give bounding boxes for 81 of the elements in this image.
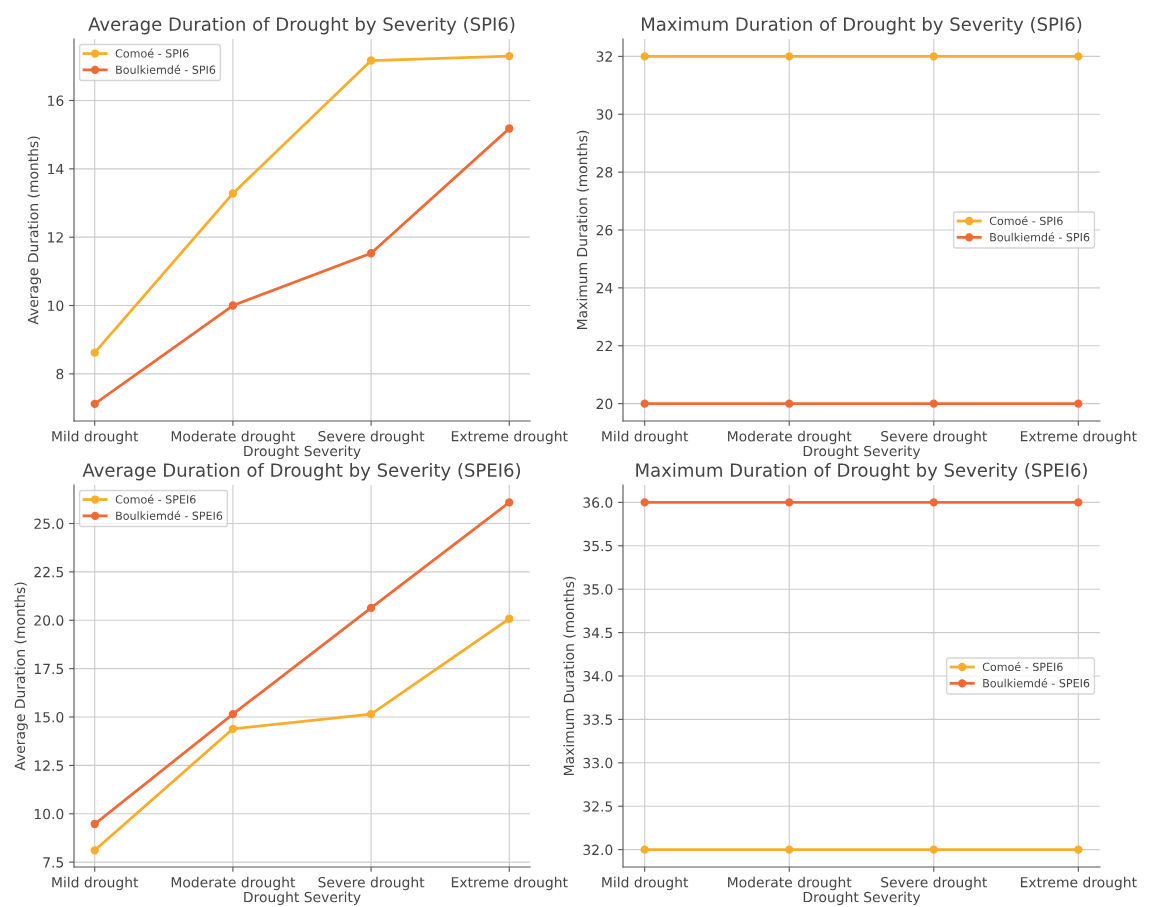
chart-title: Average Duration of Drought by Severity (SPI6) (88, 16, 515, 35)
x-tick-label: Moderate drought (728, 876, 852, 891)
legend-label: Boulkiemdé - SPI6 (116, 64, 216, 74)
y-tick-label: 34.5 (583, 627, 613, 639)
point (505, 498, 514, 507)
point (366, 709, 376, 719)
point (90, 846, 99, 855)
y-tick-label: 20 (596, 398, 613, 410)
y-tick-label: 26 (596, 224, 613, 236)
x-tick-label: Extreme drought (1020, 430, 1137, 445)
legend-label: Boulkiemdé - SPEI6 (983, 678, 1090, 688)
y-tick-label: 32 (596, 51, 612, 62)
y-tick-label: 33.5 (583, 714, 613, 725)
point (90, 348, 99, 357)
point (366, 603, 376, 613)
y-tick-label: 33.0 (583, 757, 613, 769)
point (228, 709, 238, 719)
x-tick-label: Moderate drought (171, 876, 296, 891)
x-tick-label: Severe drought (881, 876, 987, 891)
x-tick-label: Moderate drought (171, 430, 296, 445)
x-tick-label: Mild drought (52, 430, 139, 445)
y-tick-label: 36.0 (583, 497, 613, 508)
y-tick-label: 12.5 (34, 760, 64, 771)
x-tick-label: Extreme drought (1020, 876, 1137, 891)
y-tick-label: 15.0 (34, 711, 64, 723)
x-tick-label: Moderate drought (728, 430, 852, 445)
x-tick-label: Severe drought (318, 876, 425, 891)
y-axis-title: Maximum Duration (months) (563, 576, 576, 775)
y-tick-label: 35.5 (583, 540, 613, 552)
legend-label: Comoé - SPEI6 (982, 662, 1063, 672)
chart-title: Maximum Duration of Drought by Severity (SPEI6) (636, 462, 1087, 481)
x-tick-label: Mild drought (602, 876, 689, 891)
y-tick-label: 7.5 (43, 857, 64, 868)
y-tick-label: 34.0 (583, 670, 613, 682)
y-tick-label: 30 (596, 109, 613, 120)
point (505, 124, 514, 133)
point (228, 189, 238, 198)
point (228, 724, 238, 733)
y-tick-label: 20.0 (34, 615, 64, 626)
legend-label: Comoé - SPI6 (989, 216, 1063, 226)
y-tick-label: 16 (48, 95, 64, 106)
x-tick-label: Severe drought (318, 430, 425, 445)
point (366, 249, 376, 258)
y-tick-label: 10.0 (34, 808, 64, 820)
chart-title: Maximum Duration of Drought by Severity (SPI6) (641, 16, 1082, 35)
y-tick-label: 17.5 (34, 663, 64, 675)
x-axis-title: Drought Severity (244, 891, 361, 905)
y-tick-label: 10 (48, 300, 64, 311)
y-tick-label: 22 (596, 340, 612, 352)
legend-label: Boulkiemdé - SPI6 (990, 232, 1090, 242)
legend-label: Comoé - SPI6 (115, 48, 189, 58)
y-tick-label: 24 (596, 282, 613, 294)
point (505, 51, 514, 61)
y-tick-label: 8 (56, 368, 64, 380)
x-tick-label: Mild drought (602, 430, 689, 445)
y-tick-label: 35.0 (583, 584, 613, 595)
legend-label: Boulkiemdé - SPEI6 (116, 510, 223, 520)
point (366, 56, 376, 65)
y-tick-label: 14 (48, 163, 64, 175)
x-tick-label: Severe drought (881, 430, 987, 445)
point (90, 819, 99, 829)
x-tick-label: Extreme drought (451, 430, 568, 445)
y-tick-label: 22.5 (34, 566, 64, 578)
point (228, 301, 238, 310)
chart-title: Average Duration of Drought by Severity (SPEI6) (82, 462, 521, 481)
y-axis-title: Average Duration (months) (27, 136, 42, 325)
x-tick-label: Mild drought (52, 876, 139, 891)
y-tick-label: 28 (596, 167, 613, 178)
x-axis-title: Drought Severity (244, 445, 361, 459)
x-axis-title: Drought Severity (803, 445, 921, 459)
legend-label: Comoé - SPEI6 (115, 494, 196, 504)
y-tick-label: 32.0 (583, 844, 613, 856)
point (90, 399, 99, 409)
y-axis-title: Maximum Duration (months) (576, 130, 589, 329)
y-tick-label: 32.5 (583, 801, 613, 812)
point (505, 614, 514, 623)
y-axis-title: Average Duration (months) (14, 582, 28, 771)
y-tick-label: 12 (48, 232, 63, 243)
x-tick-label: Extreme drought (451, 876, 568, 891)
y-tick-label: 25.0 (34, 518, 64, 529)
x-axis-title: Drought Severity (803, 891, 921, 905)
